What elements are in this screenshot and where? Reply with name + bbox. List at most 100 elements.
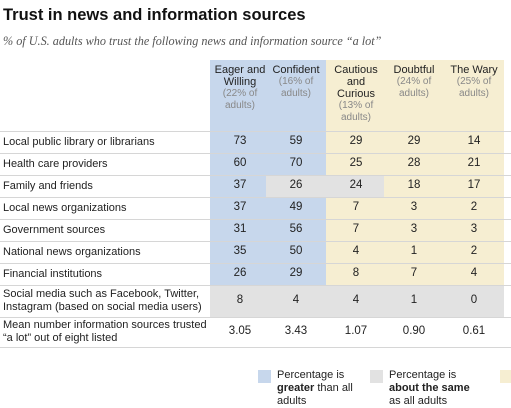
row-separator: [0, 347, 511, 348]
table-value: 2: [470, 245, 478, 257]
column-header: Doubtful (24% of adults): [382, 64, 446, 100]
row-label: Government sources: [3, 223, 106, 236]
table-value: 4: [292, 294, 300, 306]
cell-shade: [266, 131, 326, 153]
cell-shade: [384, 153, 444, 175]
cell-shade: [210, 153, 270, 175]
cell-shade: [326, 241, 386, 263]
table-value: 37: [233, 201, 247, 213]
row-separator: [0, 153, 511, 154]
table-value: 3: [410, 223, 418, 235]
column-header-name: Cautious and Curious: [334, 64, 378, 100]
column-header-band: [266, 60, 326, 131]
cell-shade: [326, 285, 386, 317]
column-header-share: (16% of adults): [278, 76, 314, 99]
row-label: Local public library or librarians: [3, 135, 155, 148]
table-value: 24: [349, 179, 363, 191]
cell-shade: [266, 241, 326, 263]
table-value: 28: [407, 157, 421, 169]
column-header-name: Doubtful: [393, 64, 435, 76]
column-header-name: The Wary: [450, 64, 498, 76]
cell-shade: [326, 263, 386, 285]
table-value: 4: [352, 245, 360, 257]
column-header-band: [210, 60, 270, 131]
cell-shade: [384, 175, 444, 197]
cell-shade: [444, 175, 504, 197]
column-header-name: Eager and Willing: [214, 64, 266, 88]
legend-text-part: about the same: [389, 382, 470, 394]
table-value: 60: [233, 157, 247, 169]
cell-shade: [444, 241, 504, 263]
table-value: 21: [467, 157, 481, 169]
table-value: 3.05: [228, 325, 252, 337]
table-value: 26: [289, 179, 303, 191]
legend-text-part: as all adults: [389, 395, 448, 407]
column-header-band: [326, 60, 386, 131]
table-value: 1.07: [344, 325, 368, 337]
table-value: 3: [410, 201, 418, 213]
table-value: 7: [352, 201, 360, 213]
cell-shade: [266, 153, 326, 175]
table-value: 0: [470, 294, 478, 306]
chart-subtitle: % of U.S. adults who trust the following…: [3, 34, 382, 48]
cell-shade: [444, 219, 504, 241]
table-value: 4: [352, 294, 360, 306]
row-separator: [0, 175, 511, 176]
table-value: 29: [407, 135, 421, 147]
table-value: 37: [233, 179, 247, 191]
table-value: 25: [349, 157, 363, 169]
cell-shade: [210, 285, 270, 317]
legend-text: Percentage is greater than all adults: [277, 369, 369, 408]
table-value: 50: [289, 245, 303, 257]
cell-shade: [210, 131, 270, 153]
row-separator: [0, 197, 511, 198]
table-value: 56: [289, 223, 303, 235]
cell-shade: [266, 263, 326, 285]
column-header-band: [444, 60, 504, 131]
row-label: Mean number information sources trusted …: [3, 319, 207, 344]
cell-shade: [210, 219, 270, 241]
column-header-share: (24% of adults): [396, 76, 432, 99]
row-separator: [0, 131, 511, 132]
row-label: National news organizations: [3, 245, 141, 258]
cell-shade: [384, 197, 444, 219]
row-separator: [0, 263, 511, 264]
cell-shade: [444, 197, 504, 219]
row-separator: [0, 317, 511, 318]
table-value: 35: [233, 245, 247, 257]
column-header-share: (25% of adults): [456, 76, 492, 99]
row-label: Health care providers: [3, 157, 108, 170]
cell-shade: [210, 175, 270, 197]
table-value: 7: [352, 223, 360, 235]
table-value: 18: [407, 179, 421, 191]
row-separator: [0, 285, 511, 286]
table-value: 29: [349, 135, 363, 147]
column-header: Confident (16% of adults): [264, 64, 328, 100]
legend-text-part: Percentage is: [277, 369, 345, 381]
row-separator: [0, 241, 511, 242]
cell-shade: [326, 131, 386, 153]
cell-shade: [266, 219, 326, 241]
column-header-share: (13% of adults): [338, 100, 374, 123]
cell-shade: [444, 285, 504, 317]
table-value: 49: [289, 201, 303, 213]
row-label: Financial institutions: [3, 267, 103, 280]
table-value: 14: [467, 135, 481, 147]
legend-text-part: Percentage is: [389, 369, 457, 381]
cell-shade: [384, 131, 444, 153]
column-header-share: (22% of adults): [222, 88, 258, 111]
table-value: 7: [410, 267, 418, 279]
table-value: 70: [289, 157, 303, 169]
row-label: Social media such as Facebook, Twitter, …: [3, 288, 202, 313]
cell-shade: [444, 131, 504, 153]
table-value: 0.90: [402, 325, 426, 337]
legend-text: Percentage is about the same as all adult…: [389, 369, 481, 408]
cell-shade: [266, 197, 326, 219]
cell-shade: [444, 263, 504, 285]
cell-shade: [326, 175, 386, 197]
legend-swatch: [370, 370, 383, 383]
column-header: The Wary (25% of adults): [442, 64, 506, 100]
table-value: 29: [289, 267, 303, 279]
cell-shade: [210, 241, 270, 263]
table-value: 17: [467, 179, 481, 191]
